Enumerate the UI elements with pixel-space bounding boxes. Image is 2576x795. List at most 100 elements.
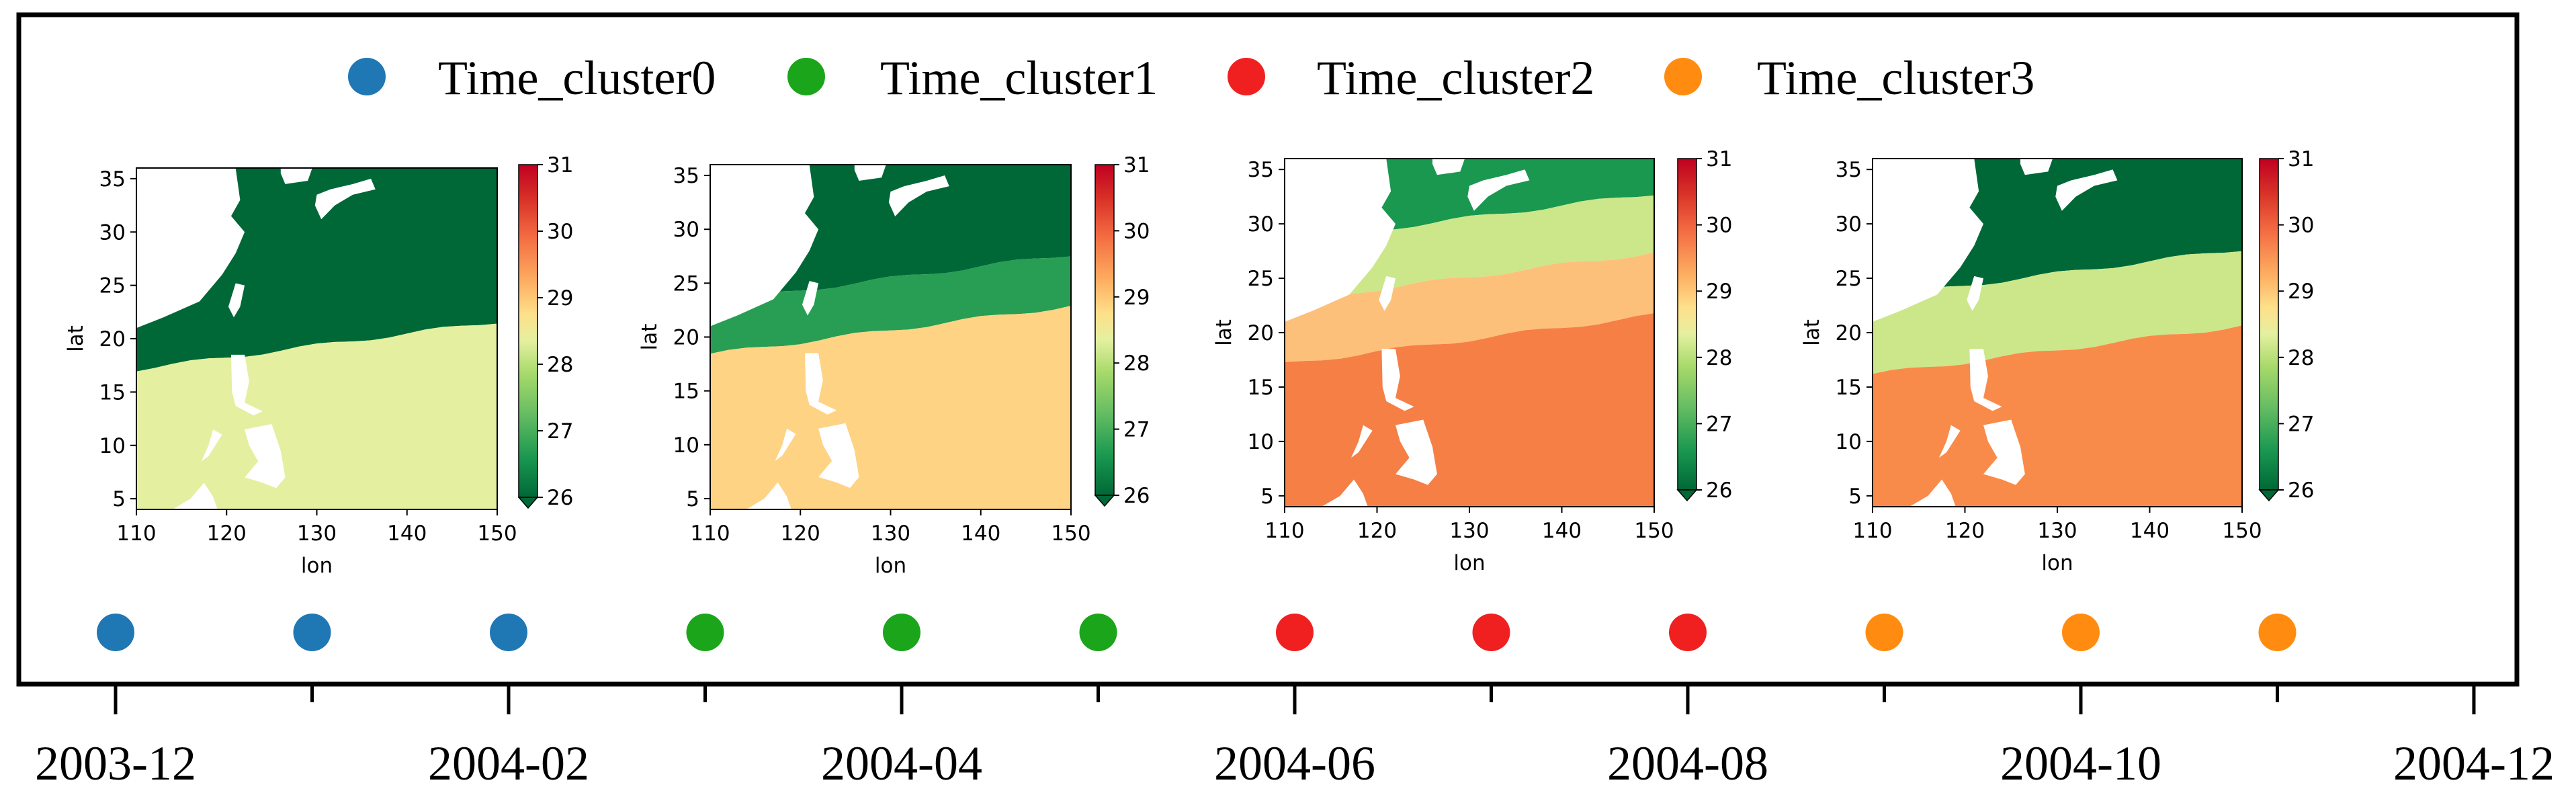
land-palawan (201, 429, 222, 462)
land-taiwan (802, 281, 819, 316)
colorbar-tick-label: 26 (1123, 484, 1150, 508)
map-x-tick-label: 140 (387, 521, 427, 546)
map-x-tick-label: 150 (477, 521, 517, 546)
colorbar-tick-label: 31 (547, 153, 573, 177)
land-japan (2055, 169, 2118, 211)
colorbar-tick-label: 27 (2288, 412, 2314, 436)
land-luzon (804, 353, 836, 415)
colorbar-tick-label: 30 (547, 220, 573, 244)
land-mainland (1873, 159, 1983, 322)
map-y-axis-label: lat (1212, 319, 1236, 346)
map-x-tick-label: 150 (1051, 521, 1090, 546)
x-tick-label: 2003-12 (35, 737, 196, 790)
land-japan (888, 175, 949, 216)
timeline-point (2062, 614, 2100, 651)
timeline-point (293, 614, 331, 651)
map-y-tick-label: 30 (673, 218, 699, 242)
land-borneo (746, 482, 791, 509)
colorbar-extend (1676, 489, 1698, 502)
map-x-tick-label: 120 (207, 521, 247, 546)
colorbar-tick-label: 31 (1706, 147, 1732, 171)
land-borneo (1909, 479, 1956, 507)
colorbar-tick-label: 26 (2288, 478, 2314, 503)
colorbar-tick-label: 27 (1706, 412, 1732, 436)
land-mindanao (818, 423, 859, 488)
map-y-tick-label: 15 (1836, 376, 1862, 400)
map-inset-3: 110 120 130 140 150 5 10 15 20 25 30 35 lon lat 26 27 28… (1800, 147, 2314, 575)
map-y-axis-label: lat (1800, 319, 1824, 346)
land-mainland (136, 168, 245, 329)
sst-region (1285, 313, 1654, 507)
map-inset-2: 110 120 130 140 150 5 10 15 20 25 30 35 lon lat 26 27 28… (1212, 147, 1732, 575)
colorbar-tick-label: 28 (547, 353, 573, 377)
timeline-point (1079, 614, 1117, 651)
colorbar-extend (517, 497, 539, 509)
map-y-tick-label: 20 (1248, 321, 1274, 345)
land-taiwan (1967, 276, 1983, 311)
map-insets: 110 120 130 140 150 5 10 15 20 25 30 35 lon lat 26 27 28… (64, 147, 2314, 578)
timeline-point (1472, 614, 1510, 651)
map-y-tick-label: 35 (1248, 158, 1274, 182)
map-y-tick-label: 25 (1248, 267, 1274, 291)
map-y-tick-label: 15 (673, 380, 699, 404)
map-x-tick-label: 140 (1542, 519, 1582, 543)
map-y-tick-label: 35 (1836, 158, 1862, 182)
map-y-tick-label: 25 (1836, 267, 1862, 291)
land-palawan (1351, 425, 1373, 458)
land-luzon (230, 354, 263, 416)
sst-region (1873, 325, 2242, 507)
map-y-tick-label: 20 (99, 327, 126, 351)
legend-marker-cluster1 (787, 58, 825, 95)
x-tick-label: 2004-08 (1607, 737, 1768, 790)
land-palawan (775, 428, 796, 461)
timeline-point (97, 614, 134, 651)
land-taiwan (228, 283, 245, 318)
sst-region (710, 256, 1071, 354)
map-y-tick-label: 20 (1836, 321, 1862, 345)
land-palawan (1939, 425, 1961, 458)
land-mindanao (1396, 419, 1437, 485)
timeline-point (686, 614, 724, 651)
map-y-tick-label: 35 (99, 167, 126, 192)
legend-label-cluster2: Time_cluster2 (1317, 51, 1594, 105)
map-x-tick-label: 130 (297, 521, 337, 546)
timeline-point (1669, 614, 1707, 651)
map-x-tick-label: 140 (961, 521, 1000, 546)
map-y-tick-label: 30 (99, 220, 126, 245)
map-x-tick-label: 120 (1357, 519, 1397, 543)
x-tick-label: 2004-04 (821, 737, 982, 790)
map-y-tick-label: 15 (99, 380, 126, 405)
map-x-tick-label: 150 (2222, 519, 2262, 543)
x-axis: 2003-12 2004-02 2004-04 2004-06 2004-08 2004-… (35, 683, 2554, 790)
map-x-axis-label: lon (2041, 551, 2073, 575)
land-borneo (1322, 479, 1368, 507)
land-japan (1467, 169, 1530, 211)
map-x-tick-label: 110 (1264, 519, 1304, 543)
sst-region (1873, 251, 2242, 374)
map-y-tick-label: 10 (1836, 430, 1862, 454)
land-korea (2020, 159, 2053, 175)
plot-frame (16, 12, 2520, 687)
land-japan (314, 178, 376, 220)
colorbar-tick-label: 29 (1123, 286, 1150, 310)
colorbar-tick-label: 31 (1123, 153, 1150, 177)
map-x-tick-label: 140 (2130, 519, 2170, 543)
timeline-point (1276, 614, 1314, 651)
timeline-point (1865, 614, 1903, 651)
legend-label-cluster1: Time_cluster1 (880, 51, 1158, 105)
colorbar (2259, 158, 2279, 491)
land-mindanao (245, 424, 286, 489)
map-y-tick-label: 25 (673, 271, 699, 296)
map-y-tick-label: 5 (1848, 485, 1862, 509)
map-y-tick-label: 20 (673, 326, 699, 350)
map-y-axis-label: lat (638, 324, 662, 351)
map-x-tick-label: 110 (116, 521, 156, 546)
map-x-tick-label: 110 (690, 521, 730, 546)
sst-region (136, 323, 497, 509)
colorbar-tick-label: 27 (1123, 418, 1150, 442)
map-inset-1: 110 120 130 140 150 5 10 15 20 25 30 35 lon lat 26 27 28… (638, 153, 1150, 578)
legend-label-cluster3: Time_cluster3 (1757, 51, 2034, 105)
timeline-point (2258, 614, 2296, 651)
sst-region (710, 305, 1071, 509)
map-x-tick-label: 120 (1945, 519, 1985, 543)
